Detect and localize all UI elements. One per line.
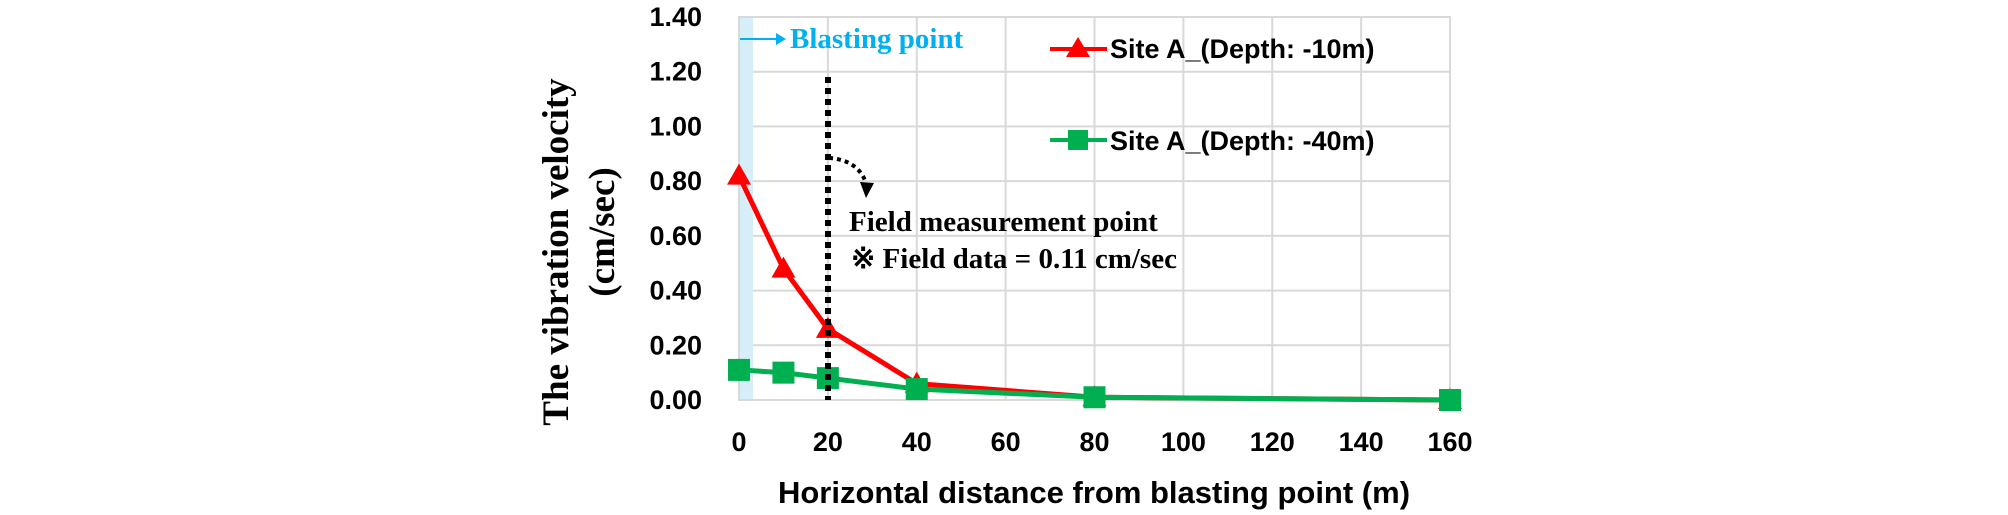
y-tick-label: 1.20	[649, 57, 702, 87]
legend-label-series-1: Site A_(Depth: -10m)	[1110, 34, 1375, 64]
data-point-square	[728, 358, 750, 381]
y-axis-title-line1: The vibration velocity	[536, 78, 577, 426]
series-layer	[727, 163, 1462, 411]
blasting-point-label: Blasting point	[790, 23, 964, 55]
x-tick-label: 100	[1161, 427, 1206, 457]
x-axis-ticks: 0 20 40 60 80 100 120 140 160	[731, 427, 1472, 457]
y-tick-label: 0.80	[649, 166, 702, 196]
x-tick-label: 20	[813, 427, 843, 457]
y-tick-label: 0.20	[649, 330, 702, 360]
legend: Site A_(Depth: -10m) Site A_(Depth: -40m…	[1050, 34, 1375, 156]
y-tick-label: 0.00	[649, 385, 702, 415]
data-point-triangle	[727, 163, 751, 185]
blasting-point-band	[739, 17, 753, 400]
arrow-head-icon	[860, 182, 874, 198]
y-tick-label: 1.40	[649, 2, 702, 32]
data-point-square	[772, 361, 795, 384]
x-tick-label: 0	[731, 427, 746, 457]
field-measurement-label: Field measurement point	[849, 206, 1158, 238]
blasting-arrow-head-icon	[776, 33, 786, 45]
y-tick-label: 0.60	[649, 221, 702, 251]
field-data-label: ※ Field data = 0.11 cm/sec	[851, 243, 1177, 275]
x-axis-title: Horizontal distance from blasting point …	[778, 475, 1410, 510]
x-tick-label: 140	[1339, 427, 1384, 457]
data-point-square	[1083, 386, 1106, 409]
curved-arrow	[828, 156, 868, 184]
data-point-triangle	[771, 256, 796, 278]
x-tick-label: 120	[1250, 427, 1295, 457]
x-tick-label: 40	[902, 427, 932, 457]
x-tick-label: 60	[991, 427, 1021, 457]
x-tick-label: 160	[1427, 427, 1472, 457]
legend-square-icon	[1068, 130, 1088, 150]
legend-label-series-2: Site A_(Depth: -40m)	[1110, 126, 1375, 156]
y-axis-title-line2: (cm/sec)	[582, 167, 623, 296]
y-tick-label: 1.00	[649, 111, 702, 141]
data-point-triangle	[815, 316, 840, 338]
x-tick-label: 80	[1079, 427, 1109, 457]
y-tick-label: 0.40	[649, 276, 702, 306]
legend-triangle-icon	[1066, 37, 1090, 57]
data-point-square	[1439, 389, 1461, 411]
data-point-square	[905, 378, 928, 401]
y-axis-ticks: 0.00 0.20 0.40 0.60 0.80 1.00 1.20 1.40	[649, 2, 702, 415]
